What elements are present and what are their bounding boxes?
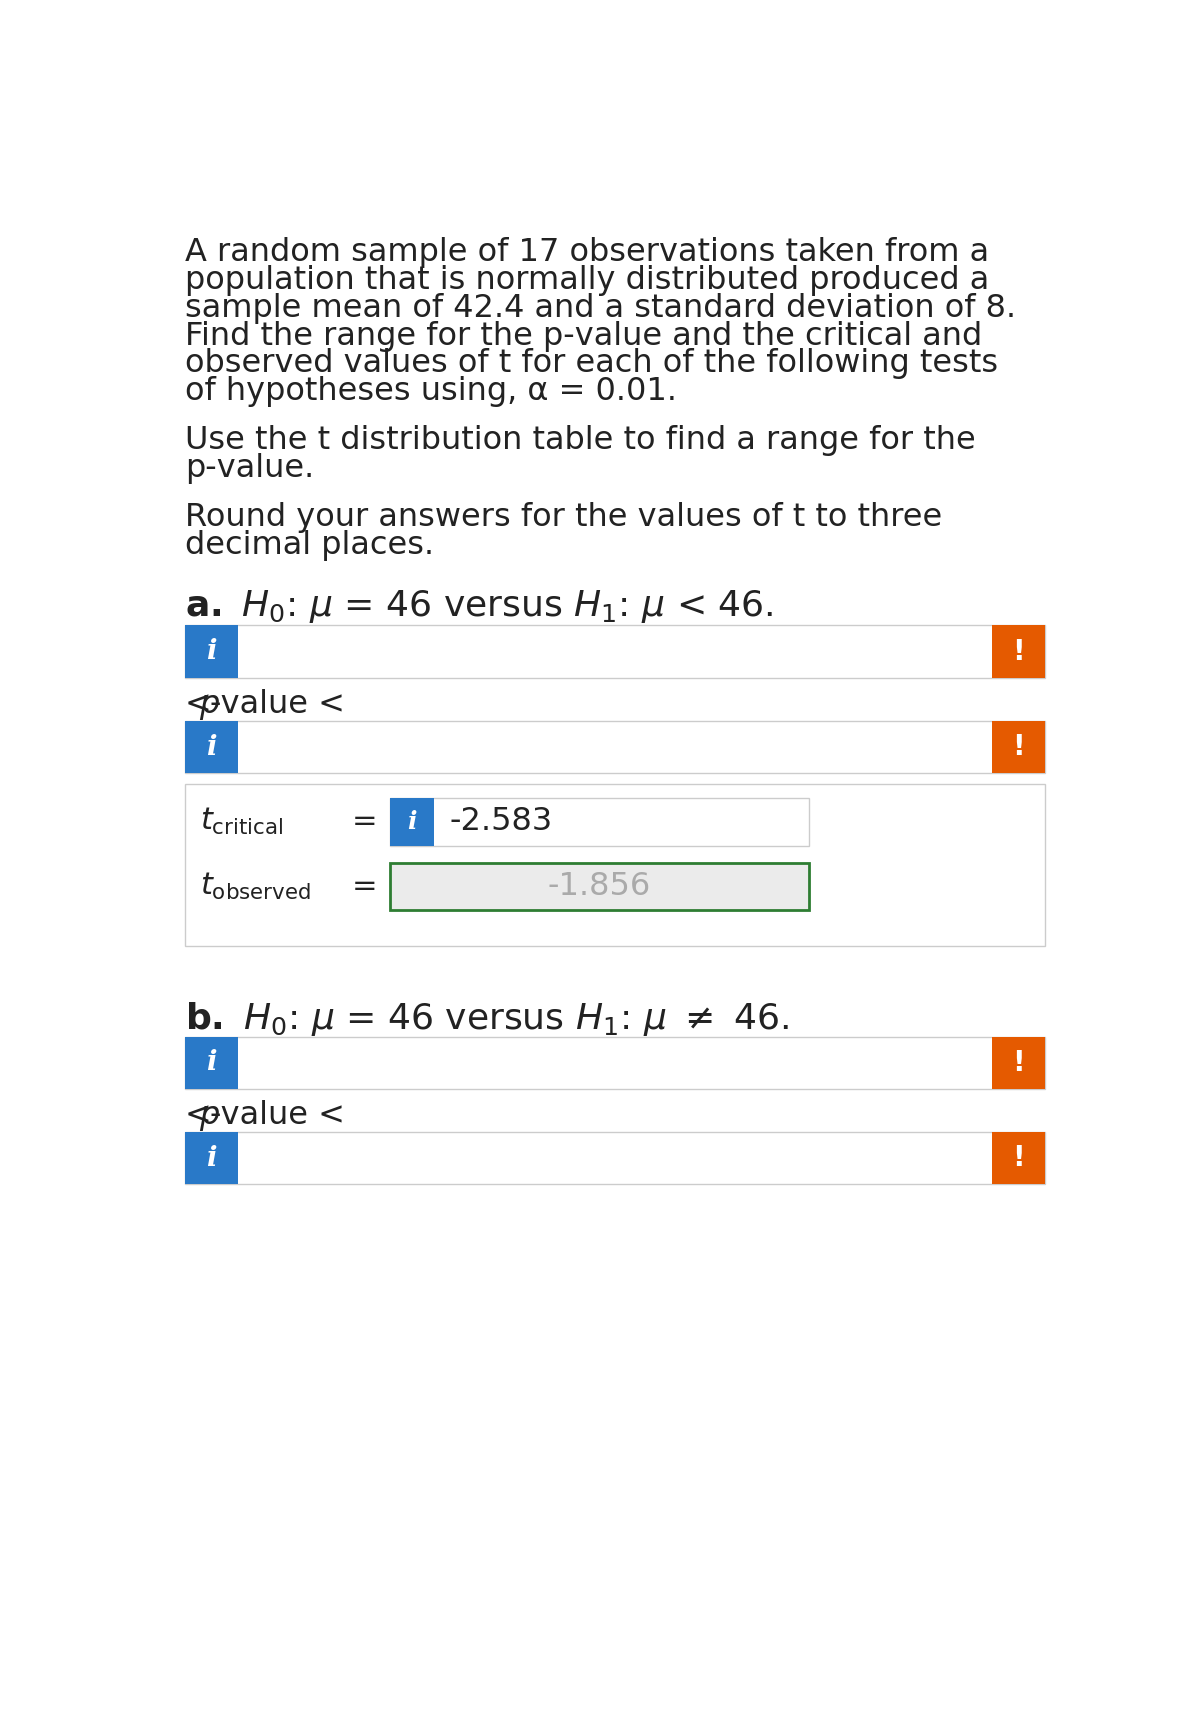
Bar xyxy=(185,1132,238,1184)
Text: -value <: -value < xyxy=(210,688,344,720)
Text: $\mathbf{b.}$ $H_0$: $\mu$ = 46 versus $H_1$: $\mu$ $\neq$ 46.: $\mathbf{b.}$ $H_0$: $\mu$ = 46 versus $… xyxy=(185,999,788,1037)
Bar xyxy=(992,1037,1045,1089)
Bar xyxy=(185,1037,1045,1089)
Bar xyxy=(185,721,1045,773)
Bar xyxy=(992,721,1045,773)
Bar xyxy=(185,626,238,678)
Text: population that is normally distributed produced a: population that is normally distributed … xyxy=(185,265,989,297)
Bar xyxy=(992,626,1045,678)
Bar xyxy=(992,1132,1045,1184)
Text: p: p xyxy=(199,688,220,720)
Text: A random sample of 17 observations taken from a: A random sample of 17 observations taken… xyxy=(185,238,989,269)
Text: =: = xyxy=(352,808,377,836)
Bar xyxy=(185,721,238,773)
Text: !: ! xyxy=(1013,638,1025,666)
Text: !: ! xyxy=(1013,733,1025,761)
Text: sample mean of 42.4 and a standard deviation of 8.: sample mean of 42.4 and a standard devia… xyxy=(185,293,1016,324)
Text: <: < xyxy=(185,688,222,720)
Text: $t_{\mathrm{critical}}$: $t_{\mathrm{critical}}$ xyxy=(200,806,283,838)
Text: decimal places.: decimal places. xyxy=(185,531,434,560)
Bar xyxy=(185,784,1045,945)
Bar xyxy=(185,626,1045,678)
Text: of hypotheses using, α = 0.01.: of hypotheses using, α = 0.01. xyxy=(185,376,677,407)
Text: i: i xyxy=(206,1144,216,1172)
Text: i: i xyxy=(206,1049,216,1077)
Text: -1.856: -1.856 xyxy=(548,870,652,902)
Bar xyxy=(185,1037,238,1089)
Text: i: i xyxy=(206,733,216,761)
Text: !: ! xyxy=(1013,1144,1025,1172)
Bar xyxy=(390,798,809,846)
Text: !: ! xyxy=(1013,1049,1025,1077)
Text: -value <: -value < xyxy=(210,1099,344,1131)
Text: i: i xyxy=(206,638,216,666)
Text: <: < xyxy=(185,1099,222,1131)
Bar xyxy=(185,1132,1045,1184)
Bar xyxy=(390,862,809,910)
Text: Find the range for the p‑value and the critical and: Find the range for the p‑value and the c… xyxy=(185,321,982,352)
Text: Round your answers for the values of t to three: Round your answers for the values of t t… xyxy=(185,503,942,534)
Text: =: = xyxy=(352,872,377,902)
Text: p‑value.: p‑value. xyxy=(185,453,314,484)
Text: p: p xyxy=(199,1099,220,1131)
Text: -2.583: -2.583 xyxy=(449,806,552,838)
Text: observed values of t for each of the following tests: observed values of t for each of the fol… xyxy=(185,349,998,380)
Text: Use the t distribution table to find a range for the: Use the t distribution table to find a r… xyxy=(185,425,976,456)
Text: $\mathbf{a.}$ $H_0$: $\mu$ = 46 versus $H_1$: $\mu$ < 46.: $\mathbf{a.}$ $H_0$: $\mu$ = 46 versus $… xyxy=(185,588,773,626)
Bar xyxy=(390,798,433,846)
Text: $t_{\mathrm{observed}}$: $t_{\mathrm{observed}}$ xyxy=(200,870,311,902)
Text: i: i xyxy=(407,810,416,834)
